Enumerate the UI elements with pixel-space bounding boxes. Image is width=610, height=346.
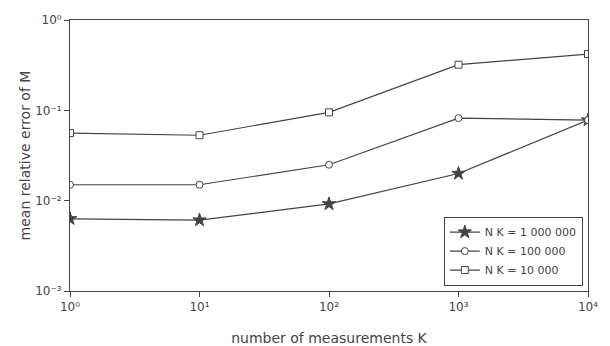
svg-text:10⁰: 10⁰ — [60, 300, 80, 314]
svg-text:number of measurements K: number of measurements K — [231, 330, 427, 346]
svg-text:10⁴: 10⁴ — [578, 300, 598, 314]
svg-text:N K = 100 000: N K = 100 000 — [485, 245, 566, 258]
svg-text:10³: 10³ — [448, 300, 468, 314]
svg-text:10⁻²: 10⁻² — [35, 194, 62, 208]
svg-text:10²: 10² — [319, 300, 339, 314]
svg-text:N K = 1 000 000: N K = 1 000 000 — [485, 226, 576, 239]
svg-text:10⁻³: 10⁻³ — [35, 284, 62, 298]
svg-text:10⁻¹: 10⁻¹ — [35, 104, 62, 118]
svg-text:N K = 10 000: N K = 10 000 — [485, 264, 559, 277]
svg-text:10¹: 10¹ — [189, 300, 209, 314]
svg-text:10⁰: 10⁰ — [42, 13, 62, 27]
svg-text:mean relative error of M: mean relative error of M — [17, 71, 33, 241]
